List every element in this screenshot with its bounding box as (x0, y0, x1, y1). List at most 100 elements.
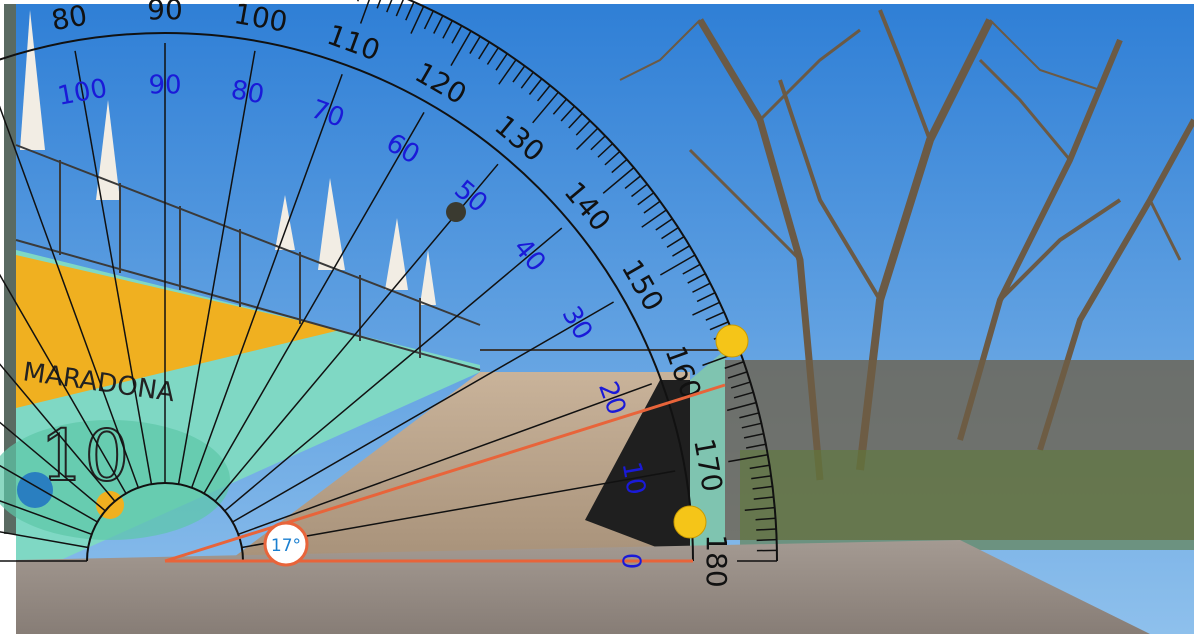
tick-mark (405, 1, 415, 21)
tick-mark (682, 263, 701, 275)
tick-mark (536, 84, 551, 102)
radial-line (177, 50, 256, 485)
tick-mark (450, 30, 472, 67)
tick-mark (705, 311, 725, 321)
tick-mark (751, 475, 772, 480)
tick-mark (433, 15, 444, 34)
tick-mark (357, 0, 359, 2)
tick-mark (376, 0, 382, 9)
tick-mark (641, 209, 667, 228)
tick-mark (655, 218, 673, 231)
tick-mark (386, 0, 393, 13)
tick-mark (451, 25, 463, 44)
tick-mark (552, 98, 568, 115)
tick-mark (739, 412, 760, 419)
radial-line (224, 227, 563, 512)
radial-line (0, 273, 127, 494)
radial-line (0, 500, 92, 536)
radial-line (203, 112, 425, 494)
tick-mark (692, 282, 711, 293)
left-edge-strip (4, 4, 16, 534)
mural-wave (0, 420, 230, 540)
staircase (230, 372, 690, 560)
tick-mark (520, 71, 534, 89)
protractor-outer-arc (406, 0, 778, 562)
tick-mark (359, 0, 370, 24)
tick-mark (395, 0, 404, 17)
grass (740, 450, 1194, 550)
tick-mark (410, 6, 425, 34)
tick-mark (568, 112, 583, 129)
measurement-handle-bottom[interactable] (673, 505, 707, 539)
tick-mark (696, 292, 716, 303)
tick-mark (743, 433, 764, 439)
angle-badge-label: 17° (271, 536, 301, 556)
tick-mark (498, 59, 517, 85)
concrete-ground (16, 540, 1150, 634)
tick-mark (532, 91, 559, 124)
tick-mark (469, 36, 481, 54)
tick-mark (602, 167, 635, 194)
tick-mark (486, 47, 499, 65)
measurement-handle-top[interactable] (715, 324, 749, 358)
protractor-middle-arc (0, 32, 694, 562)
tick-mark (692, 301, 720, 316)
tick-mark (726, 401, 757, 412)
angle-measurement: 17° (164, 324, 749, 567)
inner-scale-label: 80 (229, 75, 267, 110)
protractor-pivot-knob[interactable] (446, 202, 466, 222)
tick-mark (752, 485, 773, 490)
tick-mark (749, 464, 770, 470)
tick-mark (687, 273, 706, 284)
closed-umbrellas (20, 10, 436, 305)
tick-mark (733, 391, 754, 399)
tick-mark (724, 361, 744, 369)
tick-mark (423, 10, 434, 30)
tick-mark (741, 422, 762, 429)
radial-line (0, 421, 106, 512)
radial-line (0, 464, 98, 523)
tick-mark (727, 371, 748, 379)
inner-scale-label: 10 (616, 460, 651, 498)
bare-trees (619, 9, 1194, 481)
tick-mark (745, 443, 766, 449)
tick-mark (631, 183, 648, 198)
tick-mark (709, 321, 729, 331)
tick-mark (575, 120, 591, 136)
tick-mark (756, 528, 777, 531)
radial-line (0, 363, 116, 502)
protractor-inner-arc (86, 482, 244, 562)
tick-mark (755, 517, 776, 521)
right-stair-wall (690, 350, 725, 560)
tick-mark (744, 506, 775, 512)
tick-mark (666, 236, 685, 248)
tick-mark (661, 227, 679, 240)
mural-yellow-band (16, 255, 340, 408)
tick-mark (611, 158, 628, 174)
inner-scale-label: 0 (616, 553, 646, 570)
inner-scale-label: 90 (148, 71, 181, 101)
tick-mark (659, 254, 696, 276)
tick-mark (478, 41, 490, 60)
tick-mark (624, 175, 642, 190)
angle-badge (263, 521, 309, 567)
outer-scale-label: 180 (700, 534, 733, 587)
stair-shadow (585, 380, 690, 560)
tick-mark (753, 496, 774, 500)
radial-line (0, 105, 140, 488)
tick-mark (597, 143, 614, 158)
radial-line (74, 50, 153, 485)
tick-mark (528, 78, 543, 95)
outer-scale-label: 80 (49, 0, 90, 37)
tick-mark (590, 135, 606, 151)
tick-mark (728, 453, 768, 463)
mural-circle (17, 472, 53, 508)
radial-line (232, 301, 614, 523)
tick-mark (560, 105, 576, 122)
radial-line (238, 383, 653, 536)
background-photo: MARADONA 10 (0, 4, 1194, 634)
tick-mark (643, 200, 661, 214)
tick-mark (512, 65, 526, 83)
radial-line (0, 531, 89, 549)
